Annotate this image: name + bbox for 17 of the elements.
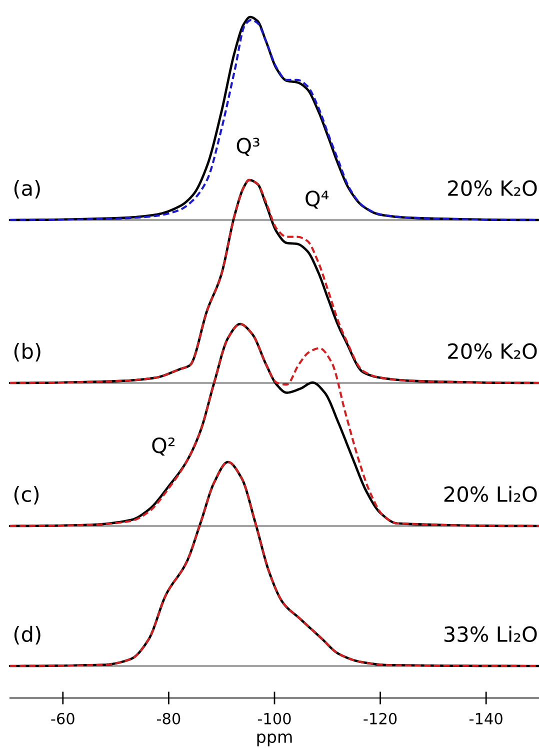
- annotation: 20% Li₂O: [444, 486, 537, 502]
- annotation: (b): [14, 342, 40, 362]
- annotation: Q²: [152, 438, 174, 456]
- annotation: 20% K₂O: [448, 180, 537, 196]
- x-tick-label: -60: [51, 712, 74, 724]
- x-axis-title: ppm: [257, 733, 292, 746]
- annotation: 33% Li₂O: [444, 626, 537, 642]
- annotation: Q⁴: [306, 190, 329, 209]
- x-tick-label: -140: [470, 712, 502, 724]
- annotation: 20% K₂O: [448, 343, 537, 360]
- x-tick-label: -80: [156, 712, 180, 724]
- annotation: (a): [14, 180, 40, 198]
- x-tick-label: -120: [364, 712, 397, 724]
- x-tick-label: -100: [258, 712, 291, 724]
- annotation: (d): [14, 626, 40, 644]
- annotation: Q³: [236, 138, 260, 156]
- annotation: (c): [14, 486, 39, 504]
